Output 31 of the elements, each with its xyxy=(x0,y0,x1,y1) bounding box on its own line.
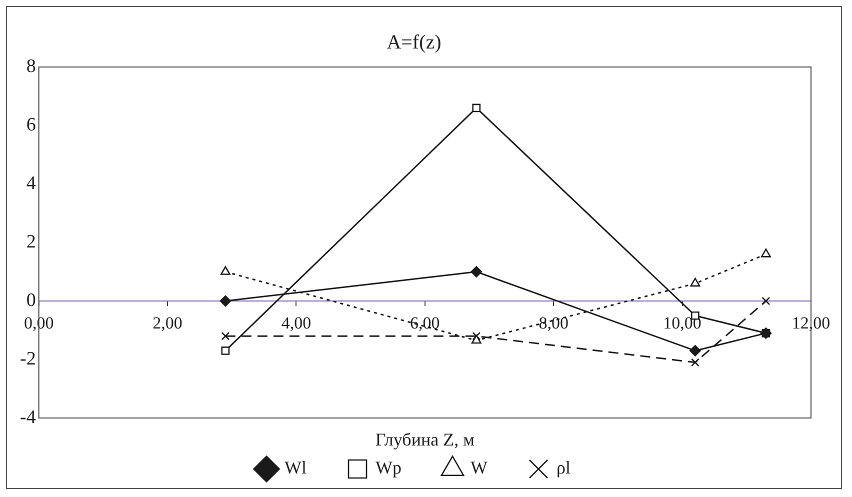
y-tick-label: -4 xyxy=(20,406,36,428)
x-tick-label: 8,00 xyxy=(538,314,568,333)
point xyxy=(690,278,700,287)
legend-label: Wl xyxy=(284,458,307,478)
x-tick-label: 2,00 xyxy=(152,314,182,333)
point xyxy=(470,266,482,278)
point xyxy=(472,104,481,112)
x-tick-label: 6,00 xyxy=(410,314,440,333)
chart-title: A=f(z) xyxy=(386,31,442,54)
point xyxy=(220,295,232,307)
x-tick-label: 4,00 xyxy=(281,314,312,333)
point xyxy=(690,358,700,367)
legend-label: ρl xyxy=(556,458,570,478)
legend-label: Wp xyxy=(376,458,402,478)
point xyxy=(762,296,770,306)
y-tick-label: 6 xyxy=(26,114,36,136)
y-tick-label: 4 xyxy=(26,172,36,194)
y-tick-label: 2 xyxy=(26,231,36,252)
point xyxy=(690,345,701,356)
point xyxy=(221,346,230,355)
y-tick-label: -2 xyxy=(20,348,36,370)
y-tick-label: 8 xyxy=(26,56,36,77)
point xyxy=(472,332,481,340)
point xyxy=(220,266,230,275)
point xyxy=(471,334,482,344)
x-tick-label: 10,00 xyxy=(663,314,702,333)
y-tick-label: 0 xyxy=(26,290,36,311)
point xyxy=(760,248,771,258)
legend-label: W xyxy=(470,458,488,478)
point xyxy=(221,332,230,340)
x-axis-title: Глубина Z, м xyxy=(375,430,474,450)
